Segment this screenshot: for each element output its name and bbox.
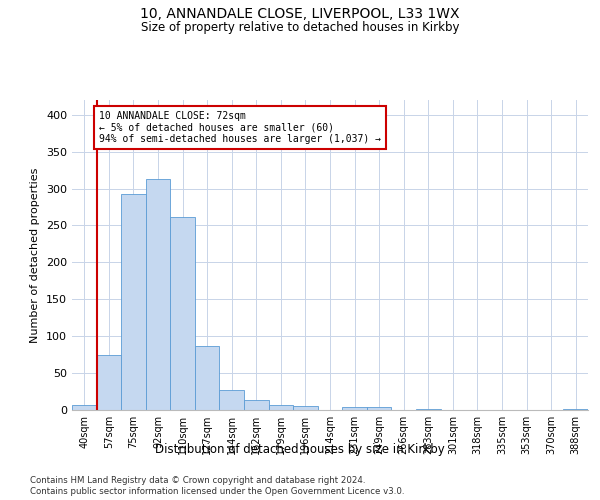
Y-axis label: Number of detached properties: Number of detached properties: [31, 168, 40, 342]
Bar: [146, 179, 170, 410]
Bar: [416, 408, 440, 410]
Bar: [72, 405, 97, 410]
Text: Size of property relative to detached houses in Kirkby: Size of property relative to detached ho…: [141, 21, 459, 34]
Bar: [195, 346, 220, 410]
Text: 10, ANNANDALE CLOSE, LIVERPOOL, L33 1WX: 10, ANNANDALE CLOSE, LIVERPOOL, L33 1WX: [140, 8, 460, 22]
Bar: [269, 405, 293, 410]
Bar: [563, 408, 588, 410]
Bar: [170, 216, 195, 410]
Bar: [367, 407, 391, 410]
Text: Contains HM Land Registry data © Crown copyright and database right 2024.: Contains HM Land Registry data © Crown c…: [30, 476, 365, 485]
Text: Distribution of detached houses by size in Kirkby: Distribution of detached houses by size …: [155, 442, 445, 456]
Bar: [342, 407, 367, 410]
Bar: [97, 354, 121, 410]
Bar: [244, 400, 269, 410]
Text: 10 ANNANDALE CLOSE: 72sqm
← 5% of detached houses are smaller (60)
94% of semi-d: 10 ANNANDALE CLOSE: 72sqm ← 5% of detach…: [99, 111, 381, 144]
Bar: [220, 390, 244, 410]
Bar: [121, 194, 146, 410]
Text: Contains public sector information licensed under the Open Government Licence v3: Contains public sector information licen…: [30, 488, 404, 496]
Bar: [293, 406, 318, 410]
